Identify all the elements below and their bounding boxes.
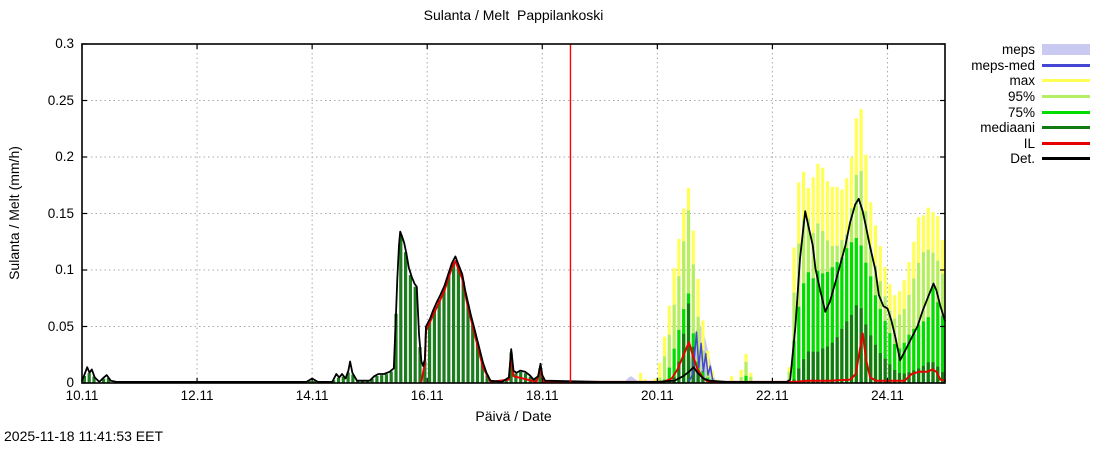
legend-swatch: [1042, 95, 1090, 99]
legend-row-75: 75%: [971, 104, 1090, 120]
legend-swatch: [1042, 141, 1090, 145]
y-tick-label: 0.25: [47, 92, 74, 108]
y-tick-label: 0.3: [55, 36, 74, 51]
x-tick-label: 20.11: [640, 388, 674, 403]
x-tick-label: 22.11: [756, 388, 789, 403]
legend-swatch: [1042, 126, 1090, 130]
x-tick-label: 14.11: [295, 388, 329, 403]
x-tick-label: 10.11: [65, 388, 99, 403]
x-tick-label: 24.11: [871, 388, 904, 403]
legend-row-det: Det.: [971, 151, 1090, 167]
x-tick-label: 16.11: [410, 388, 444, 403]
legend-row-mediaani: mediaani: [971, 120, 1090, 136]
legend-label: meps-med: [971, 57, 1035, 73]
legend-swatch: [1042, 63, 1090, 67]
legend-row-meps: meps: [971, 42, 1090, 58]
legend-swatch: [1042, 110, 1090, 114]
legend-swatch: [1042, 157, 1090, 161]
chart-timestamp: 2025-11-18 11:41:53 EET: [4, 428, 164, 444]
y-tick-label: 0.15: [47, 205, 74, 221]
legend-label: 75%: [1007, 104, 1035, 120]
y-tick-label: 0: [66, 375, 74, 390]
legend-row-95: 95%: [971, 89, 1090, 105]
legend-label: max: [1009, 73, 1035, 89]
legend-row-il: IL: [971, 136, 1090, 152]
y-tick-label: 0.05: [47, 318, 74, 334]
y-tick-label: 0.2: [55, 149, 74, 164]
legend-swatch: [1042, 44, 1090, 56]
y-tick-label: 0.1: [55, 262, 74, 277]
legend-label: 95%: [1007, 89, 1035, 105]
x-axis-label: Päivä / Date: [475, 408, 552, 424]
legend-label: IL: [1023, 135, 1035, 151]
legend-row-max: max: [971, 73, 1090, 89]
x-tick-label: 12.11: [180, 388, 214, 403]
x-tick-label: 18.11: [525, 388, 559, 403]
legend-label: meps: [1001, 42, 1035, 58]
legend-swatch: [1042, 79, 1090, 83]
chart-legend: meps meps-med max 95% 75% mediaani IL D: [971, 42, 1090, 167]
legend-label: Det.: [1010, 151, 1035, 167]
legend-row-meps-med: meps-med: [971, 58, 1090, 74]
legend-label: mediaani: [980, 120, 1035, 136]
chart-title: Sulanta / Melt Pappilankoski: [423, 7, 604, 23]
